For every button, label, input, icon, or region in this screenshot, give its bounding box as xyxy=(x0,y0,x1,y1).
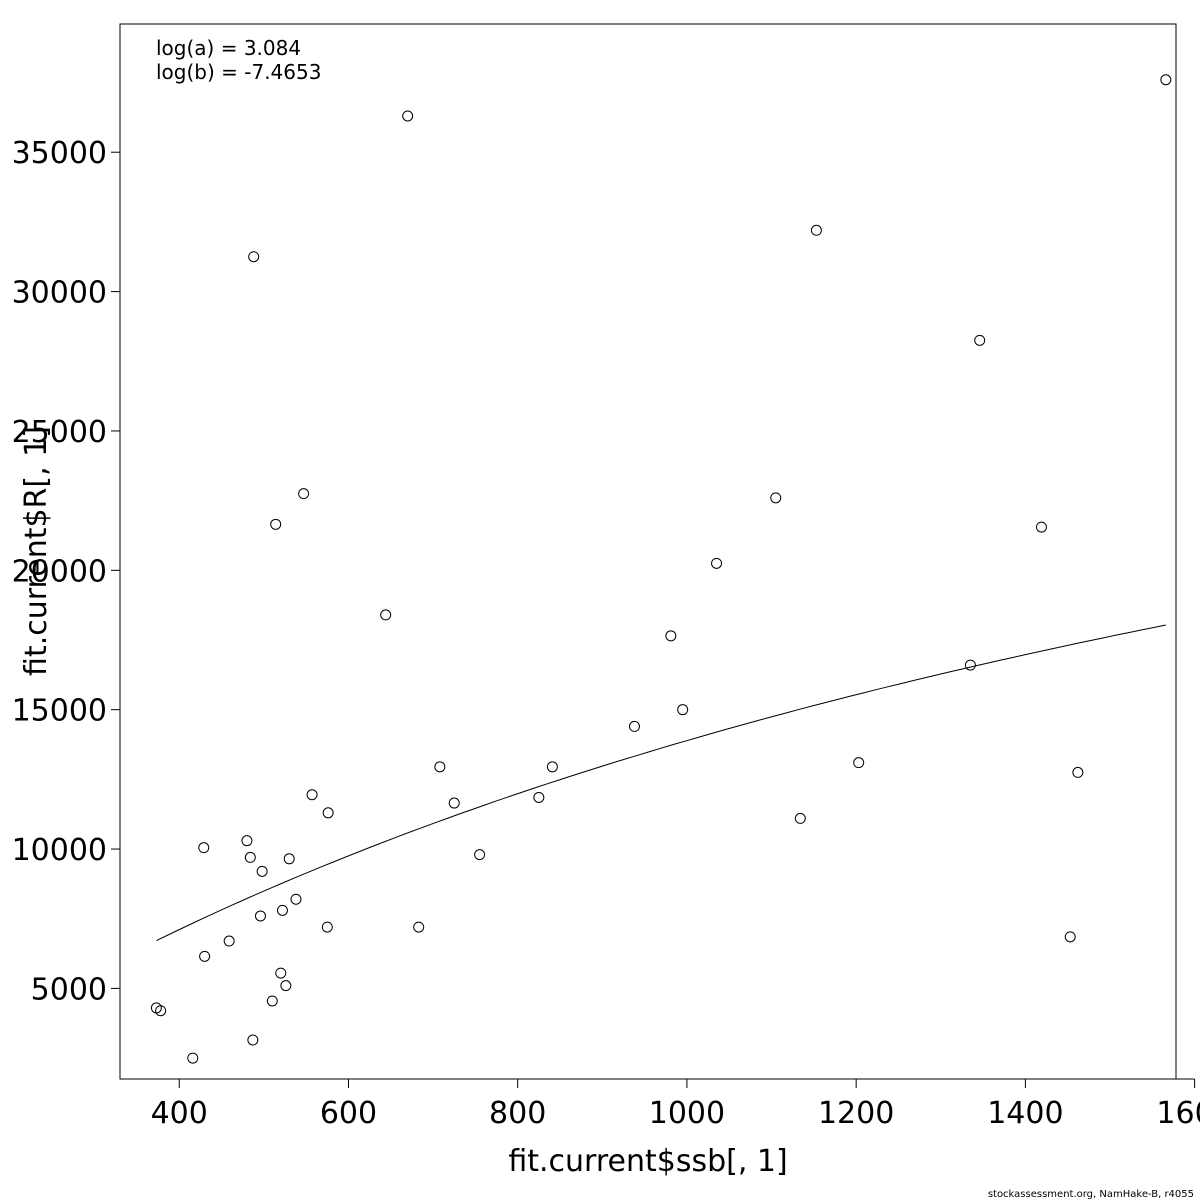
data-point xyxy=(256,865,268,877)
data-point xyxy=(322,807,334,819)
data-point xyxy=(1072,766,1084,778)
data-points xyxy=(150,74,1172,1064)
footer-credit: stockassessment.org, NamHake-B, r4055 xyxy=(988,1189,1194,1200)
x-axis-title: fit.current$ssb[, 1] xyxy=(508,1144,787,1179)
data-point xyxy=(247,1034,259,1046)
data-point xyxy=(964,659,976,671)
data-point xyxy=(275,967,287,979)
data-point xyxy=(244,851,256,863)
data-point xyxy=(306,789,318,801)
data-point xyxy=(380,609,392,621)
data-point xyxy=(402,110,414,122)
data-point xyxy=(628,720,640,732)
y-axis-title: fit.current$R[, 1] xyxy=(19,426,54,676)
data-point xyxy=(248,251,260,263)
data-point xyxy=(677,704,689,716)
data-point xyxy=(280,980,292,992)
y-tick-label: 30000 xyxy=(12,276,107,311)
data-point xyxy=(1064,931,1076,943)
data-point xyxy=(270,518,282,530)
data-point xyxy=(665,630,677,642)
y-tick-label: 25000 xyxy=(12,415,107,450)
data-point xyxy=(974,334,986,346)
data-point xyxy=(276,904,288,916)
y-tick-label: 10000 xyxy=(12,833,107,868)
data-point xyxy=(283,853,295,865)
x-tick-label: 600 xyxy=(320,1096,377,1131)
y-tick-label: 5000 xyxy=(31,972,107,1007)
data-point xyxy=(241,835,253,847)
data-point xyxy=(198,842,210,854)
data-point xyxy=(770,492,782,504)
data-point xyxy=(810,224,822,236)
y-tick-label: 15000 xyxy=(12,694,107,729)
annotation-log-a: log(a) = 3.084 xyxy=(156,36,301,60)
fit-curve xyxy=(156,624,1166,942)
x-tick-label: 1200 xyxy=(818,1096,894,1131)
data-point xyxy=(199,950,211,962)
plot-frame xyxy=(119,23,1177,1080)
x-axis: 400 600 800 1000 1200 1400 1600 xyxy=(151,1078,1200,1131)
data-point xyxy=(853,757,865,769)
data-point xyxy=(187,1052,199,1064)
data-point xyxy=(533,791,545,803)
y-tick-label: 35000 xyxy=(12,136,107,171)
data-point xyxy=(434,761,446,773)
data-point xyxy=(546,761,558,773)
data-point xyxy=(290,893,302,905)
data-point xyxy=(794,812,806,824)
x-tick-label: 1400 xyxy=(987,1096,1063,1131)
data-point xyxy=(266,995,278,1007)
annotation-log-b: log(b) = -7.4653 xyxy=(156,60,321,84)
data-point xyxy=(413,921,425,933)
data-point xyxy=(321,921,333,933)
data-point xyxy=(1160,74,1172,86)
x-tick-label: 1600 xyxy=(1156,1096,1200,1131)
data-point xyxy=(448,797,460,809)
data-point xyxy=(223,935,235,947)
x-tick-label: 400 xyxy=(151,1096,208,1131)
y-tick-label: 20000 xyxy=(12,554,107,589)
data-point xyxy=(474,849,486,861)
data-point xyxy=(254,910,266,922)
data-point xyxy=(711,557,723,569)
data-point xyxy=(1035,521,1047,533)
x-tick-label: 1000 xyxy=(649,1096,725,1131)
x-tick-label: 800 xyxy=(489,1096,546,1131)
y-axis: 5000 10000 15000 20000 25000 30000 35000 xyxy=(12,136,121,1007)
data-point xyxy=(155,1005,167,1017)
data-point xyxy=(298,488,310,500)
